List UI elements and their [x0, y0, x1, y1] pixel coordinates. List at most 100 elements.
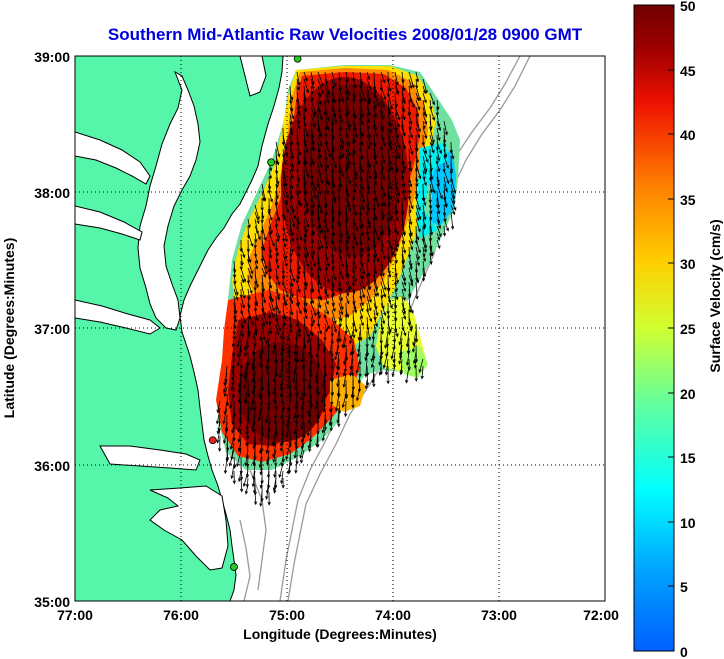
velocity-arrow	[373, 260, 378, 275]
velocity-arrow	[442, 225, 447, 237]
velocity-arrow	[303, 211, 310, 229]
velocity-arrow	[289, 302, 294, 316]
velocity-arrow	[253, 302, 258, 313]
velocity-arrow	[310, 302, 317, 317]
velocity-arrow	[289, 253, 293, 263]
velocity-arrow	[239, 463, 244, 481]
velocity-arrow	[254, 295, 259, 307]
velocity-arrow	[306, 421, 312, 437]
velocity-arrow	[408, 211, 413, 226]
velocity-arrow	[366, 141, 371, 150]
velocity-arrow	[429, 246, 433, 257]
velocity-arrow	[303, 246, 308, 259]
velocity-arrow	[233, 281, 239, 296]
velocity-arrow	[414, 365, 418, 382]
potomac-river	[75, 131, 151, 185]
velocity-arrow	[387, 176, 393, 190]
velocity-arrow	[342, 365, 347, 377]
y-tick-label: 36:00	[34, 458, 70, 474]
velocity-arrow	[359, 85, 367, 102]
velocity-arrow	[380, 246, 386, 260]
velocity-arrow	[254, 253, 259, 265]
velocity-arrow	[254, 309, 259, 322]
velocity-arrow	[310, 141, 314, 152]
velocity-arrow	[237, 428, 242, 443]
velocity-arrow	[317, 169, 324, 184]
velocity-arrow	[303, 99, 308, 113]
velocity-arrow	[275, 323, 280, 336]
velocity-arrow	[296, 78, 301, 91]
velocity-arrow	[386, 365, 390, 385]
velocity-arrow	[352, 253, 357, 271]
velocity-arrow	[408, 225, 413, 237]
colorbar-ticks	[668, 4, 674, 652]
velocity-arrow	[254, 274, 259, 289]
velocity-arrow	[303, 141, 309, 154]
velocity-arrow	[370, 358, 375, 369]
velocity-arrow	[450, 211, 455, 230]
velocity-arrow	[401, 141, 406, 150]
velocity-arrow	[324, 113, 330, 132]
velocity-arrow	[366, 309, 373, 323]
velocity-arrow	[261, 274, 266, 293]
velocity-arrow	[429, 134, 434, 147]
velocity-arrow	[401, 232, 406, 245]
velocity-arrow	[293, 337, 298, 356]
velocity-arrow	[282, 197, 290, 214]
velocity-arrow	[405, 351, 410, 367]
velocity-arrow	[359, 295, 364, 307]
velocity-arrow	[352, 92, 356, 103]
velocity-arrow	[334, 344, 340, 361]
velocity-arrow	[286, 414, 291, 428]
velocity-arrow	[429, 92, 436, 106]
velocity-arrow	[321, 428, 326, 442]
velocity-arrow	[295, 449, 299, 465]
colorbar-gradient	[633, 4, 675, 652]
velocity-arrow	[345, 92, 350, 101]
velocity-arrow	[387, 253, 392, 264]
velocity-arrow	[408, 113, 413, 126]
velocity-arrow	[293, 442, 298, 459]
velocity-arrow	[373, 92, 380, 107]
velocity-arrow	[398, 330, 403, 346]
velocity-arrow	[373, 225, 380, 241]
velocity-arrow	[331, 316, 337, 333]
velocity-arrow	[303, 309, 308, 320]
y-tick-label: 39:00	[34, 49, 70, 65]
velocity-arrow	[345, 232, 350, 245]
velocity-arrow	[450, 176, 457, 194]
velocity-arrow	[387, 204, 393, 221]
velocity-arrow	[380, 323, 384, 335]
velocity-arrow	[338, 295, 344, 311]
velocity-arrow	[244, 393, 249, 405]
velocity-arrow	[317, 288, 323, 301]
velocity-arrow	[443, 169, 450, 185]
x-tick-label: 76:00	[163, 607, 199, 623]
velocity-arrow	[380, 169, 385, 181]
velocity-arrow	[289, 267, 296, 283]
velocity-arrow	[394, 71, 399, 86]
velocity-arrow	[401, 309, 407, 320]
velocity-arrow	[359, 274, 366, 291]
velocity-arrow	[258, 407, 263, 422]
velocity-arrow	[345, 197, 352, 212]
velocity-arrow	[443, 176, 448, 193]
velocity-arrow	[338, 71, 342, 82]
velocity-arrow	[296, 225, 303, 242]
velocity-arrow	[300, 449, 305, 464]
velocity-arrow	[324, 302, 330, 316]
velocity-arrow	[223, 456, 228, 475]
velocity-arrow	[380, 232, 385, 249]
velocity-arrow	[366, 218, 371, 229]
velocity-arrow	[244, 449, 249, 467]
velocity-arrow	[289, 225, 294, 237]
velocity-arrow	[266, 365, 270, 375]
velocity-arrow	[345, 225, 351, 240]
velocity-arrow	[408, 162, 412, 172]
velocity-arrow	[282, 225, 288, 243]
velocity-arrow	[254, 260, 259, 270]
velocity-arrow	[310, 85, 314, 95]
velocity-arrow	[415, 246, 420, 261]
velocity-arrow	[303, 253, 310, 268]
velocity-arrow	[317, 309, 321, 319]
